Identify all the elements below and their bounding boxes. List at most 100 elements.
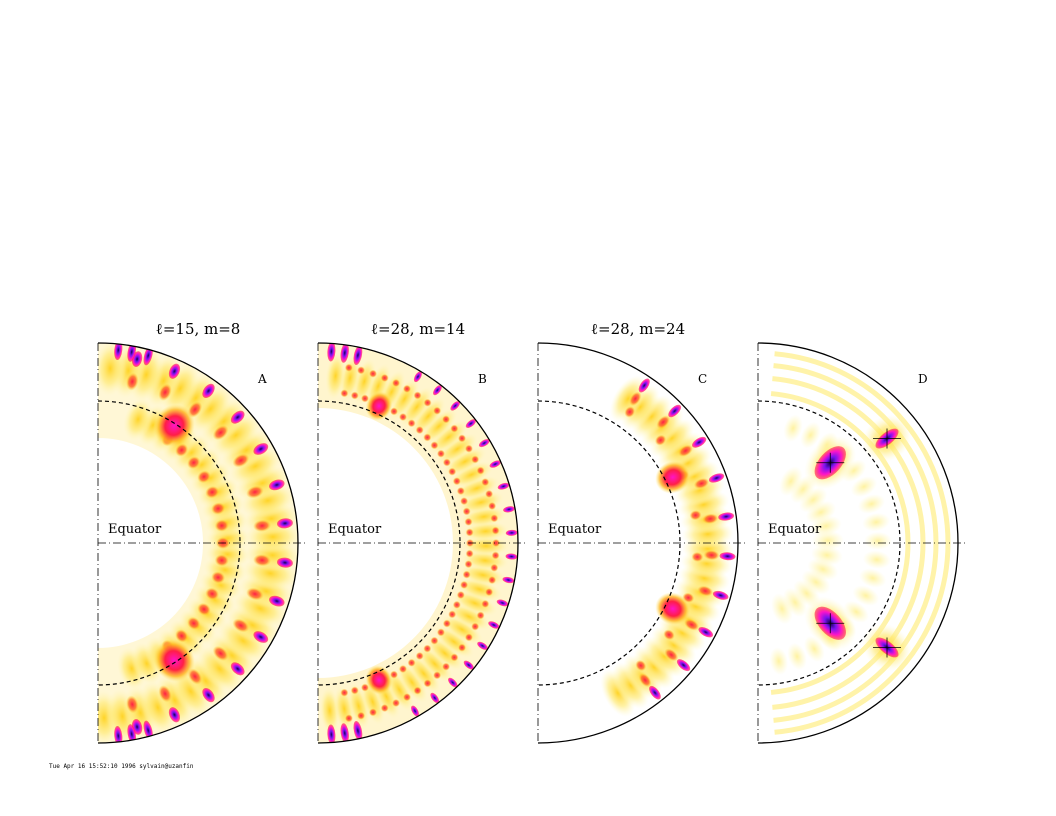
field-node bbox=[476, 466, 485, 475]
field-node bbox=[718, 512, 735, 521]
field-node bbox=[340, 343, 349, 363]
field-node bbox=[656, 415, 670, 429]
field-ring bbox=[770, 391, 911, 695]
field-node bbox=[350, 391, 359, 400]
field-node bbox=[411, 705, 419, 717]
field-node bbox=[471, 455, 480, 464]
field-node bbox=[464, 517, 473, 526]
field-ring bbox=[774, 351, 951, 735]
field-node bbox=[462, 507, 471, 516]
field-node bbox=[407, 419, 416, 428]
field-node bbox=[269, 595, 285, 607]
field-node bbox=[638, 673, 652, 688]
field-node bbox=[340, 723, 349, 743]
field-node bbox=[253, 519, 272, 532]
field-node bbox=[450, 424, 459, 433]
field-node bbox=[214, 519, 229, 532]
field-node bbox=[392, 698, 401, 707]
field-node bbox=[246, 485, 264, 499]
panel-letter: A bbox=[257, 372, 267, 386]
field-blob bbox=[446, 602, 492, 631]
field-hotspot bbox=[655, 592, 691, 626]
field-blob bbox=[800, 421, 821, 449]
field-node bbox=[202, 687, 215, 703]
field-node bbox=[212, 425, 229, 441]
field-node bbox=[415, 426, 424, 435]
field-node bbox=[423, 644, 432, 653]
field-node bbox=[664, 648, 679, 662]
field-node bbox=[460, 497, 469, 506]
field-blob bbox=[208, 633, 256, 678]
field-node bbox=[126, 372, 139, 391]
field-node bbox=[697, 585, 714, 597]
field-node bbox=[423, 433, 432, 442]
field-node bbox=[471, 622, 480, 631]
field-node bbox=[211, 502, 226, 515]
field-ring bbox=[773, 363, 939, 723]
field-hotspot bbox=[655, 460, 691, 494]
field-node bbox=[463, 660, 474, 670]
field-node bbox=[624, 406, 636, 418]
panel-d: Equator D bbox=[757, 342, 968, 744]
field-node bbox=[197, 470, 211, 484]
field-node bbox=[353, 720, 363, 741]
field-node bbox=[693, 478, 710, 489]
field-node bbox=[230, 410, 245, 424]
field-node bbox=[465, 528, 474, 537]
field-node bbox=[678, 444, 693, 457]
field-node bbox=[212, 645, 229, 661]
field-blob bbox=[863, 531, 892, 550]
field-blob bbox=[633, 646, 675, 689]
panel-c: Equator Cℓ=28, m=24 bbox=[537, 320, 748, 744]
field-node bbox=[689, 510, 702, 521]
panel-letter: C bbox=[698, 372, 707, 386]
field-node bbox=[114, 343, 123, 361]
field-node bbox=[448, 677, 458, 688]
panel-letter: D bbox=[918, 372, 928, 386]
field-node bbox=[635, 659, 647, 672]
field-node bbox=[676, 659, 691, 672]
field-node bbox=[497, 482, 510, 490]
inner-boundary bbox=[757, 400, 901, 686]
field-node bbox=[629, 391, 642, 406]
field-node bbox=[344, 714, 353, 723]
field-blob bbox=[609, 375, 647, 423]
panel-title: ℓ=28, m=14 bbox=[371, 320, 465, 338]
field-node bbox=[442, 662, 451, 671]
field-node bbox=[692, 436, 707, 448]
field-node bbox=[492, 539, 500, 547]
eigenmode-field bbox=[98, 343, 298, 743]
field-node bbox=[253, 443, 269, 455]
field-node bbox=[390, 407, 398, 416]
field-node bbox=[246, 587, 264, 601]
field-node bbox=[488, 621, 500, 629]
field-node bbox=[719, 552, 736, 561]
field-blob bbox=[631, 395, 673, 439]
equator-label: Equator bbox=[108, 522, 162, 537]
field-node bbox=[442, 458, 451, 467]
field-node bbox=[340, 389, 349, 398]
field-node bbox=[433, 671, 442, 680]
inner-boundary bbox=[97, 400, 241, 686]
field-node bbox=[442, 415, 451, 424]
field-node bbox=[452, 477, 461, 486]
field-node bbox=[327, 343, 336, 362]
field-blob bbox=[436, 433, 478, 465]
field-node bbox=[205, 587, 220, 601]
field-node bbox=[423, 398, 432, 407]
field-blob bbox=[852, 585, 880, 606]
field-node bbox=[360, 683, 369, 692]
field-node bbox=[423, 679, 432, 688]
field-node bbox=[505, 529, 518, 536]
field-blob bbox=[416, 645, 453, 683]
field-blob bbox=[410, 396, 446, 436]
field-node bbox=[489, 460, 501, 468]
field-blob bbox=[649, 418, 695, 458]
field-node bbox=[276, 518, 293, 529]
field-node bbox=[703, 550, 720, 561]
field-blob bbox=[325, 352, 346, 400]
inner-boundary bbox=[537, 400, 681, 686]
panel-title: ℓ=28, m=24 bbox=[591, 320, 685, 338]
